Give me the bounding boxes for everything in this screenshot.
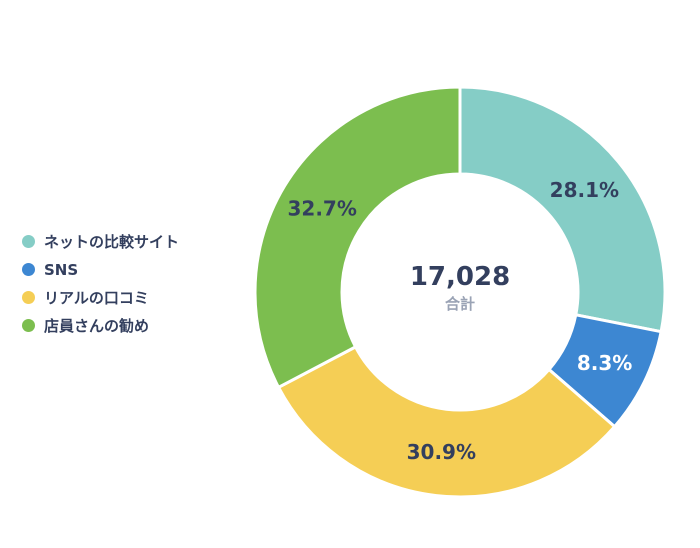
- donut-segments: [253, 85, 667, 499]
- legend-label: リアルの口コミ: [44, 289, 149, 307]
- legend-dot-icon: [22, 291, 35, 304]
- legend-item-1: SNS: [22, 260, 179, 279]
- chart-segment-2: [277, 345, 617, 499]
- segment-value-label-3: 32.7%: [288, 197, 357, 221]
- chart-segment-0: [458, 85, 667, 334]
- legend-label: SNS: [44, 260, 79, 279]
- legend-item-2: リアルの口コミ: [22, 288, 179, 307]
- legend-item-0: ネットの比較サイト: [22, 232, 179, 251]
- chart-segment-3: [253, 85, 462, 389]
- total-label: 合計: [444, 295, 475, 313]
- segment-value-label-0: 28.1%: [550, 178, 619, 202]
- total-value: 17,028: [410, 262, 510, 292]
- segment-labels: 28.1% 8.3% 30.9% 32.7%: [288, 178, 633, 464]
- legend-dot-icon: [22, 319, 35, 332]
- legend-label: 店員さんの勧め: [44, 317, 150, 335]
- segment-value-label-2: 30.9%: [407, 440, 476, 464]
- chart-legend: ネットの比較サイト SNS リアルの口コミ 店員さんの勧め: [22, 232, 179, 344]
- legend-dot-icon: [22, 263, 35, 276]
- segment-value-label-1: 8.3%: [577, 351, 632, 375]
- legend-dot-icon: [22, 235, 35, 248]
- legend-item-3: 店員さんの勧め: [22, 316, 179, 335]
- legend-label: ネットの比較サイト: [44, 233, 180, 251]
